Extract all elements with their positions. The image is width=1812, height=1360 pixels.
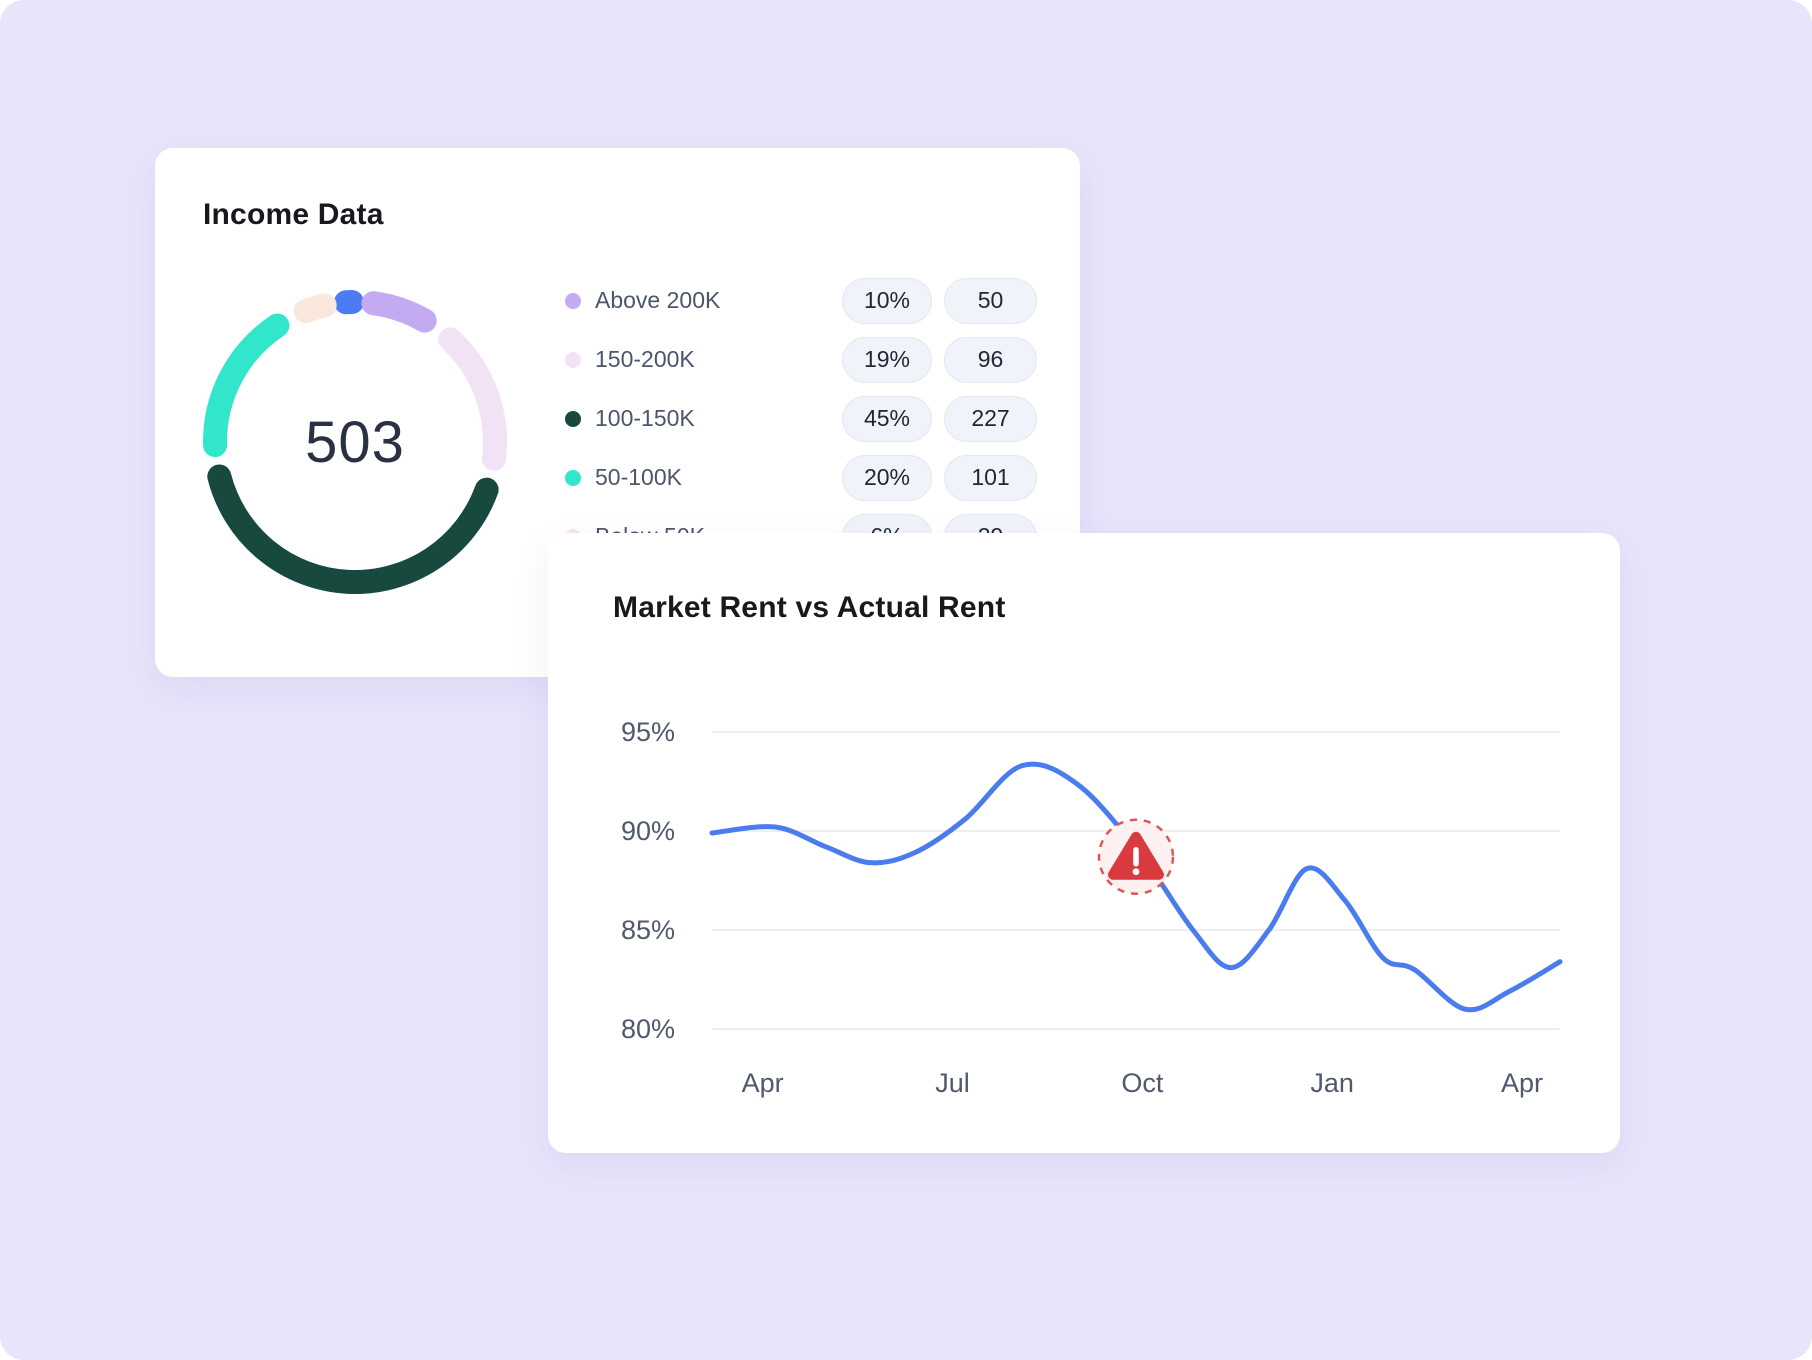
count-badge: 96 <box>944 336 1037 383</box>
percent-badge: 10% <box>842 277 932 324</box>
donut-segment-100-150k <box>207 464 499 594</box>
donut-total-value: 503 <box>305 409 405 475</box>
legend-row: 150-200K 19% 96 <box>565 330 1037 389</box>
income-donut-chart: 503 <box>203 290 507 594</box>
percent-badge: 45% <box>842 395 932 442</box>
market-rent-card: Market Rent vs Actual Rent 95% 90% 85% 80% A… <box>548 533 1620 1153</box>
count-badge: 101 <box>944 454 1037 501</box>
x-axis-label-apr-0: Apr <box>742 1068 784 1098</box>
y-axis-label-85: 85% <box>621 915 675 945</box>
legend-label: 50-100K <box>595 464 682 490</box>
legend-label: 150-200K <box>595 346 695 372</box>
legend-color-dot <box>565 351 581 368</box>
donut-segment-above-200k <box>361 291 437 333</box>
rent-trend-line <box>709 761 1563 1013</box>
legend-row: 100-150K 45% 227 <box>565 389 1037 448</box>
warning-exclamation-dot <box>1132 868 1140 876</box>
x-axis-label-jan-3: Jan <box>1310 1068 1354 1098</box>
y-axis-label-80: 80% <box>621 1014 675 1044</box>
count-badge: 227 <box>944 395 1037 442</box>
count-badge: 50 <box>944 277 1037 324</box>
x-axis-label-apr-4: Apr <box>1501 1068 1543 1098</box>
income-legend: Above 200K 10% 50 150-200K 19% 96 100-15… <box>565 271 1037 566</box>
income-data-card: Income Data 503 Above 200K 10% 50 150-20… <box>155 148 1080 677</box>
percent-badge: 19% <box>842 336 932 383</box>
alert-marker[interactable] <box>1097 818 1175 895</box>
legend-label: 100-150K <box>595 405 695 431</box>
donut-segments <box>203 290 507 594</box>
x-axis-label-oct-2: Oct <box>1121 1068 1164 1098</box>
legend-row: Above 200K 10% 50 <box>565 271 1037 330</box>
legend-color-dot <box>565 292 581 309</box>
legend-color-dot <box>565 410 581 427</box>
legend-color-dot <box>565 469 581 486</box>
y-axis-label-90: 90% <box>621 816 675 846</box>
percent-badge: 20% <box>842 454 932 501</box>
donut-segment-below-50k <box>293 293 337 324</box>
donut-segment-50-100k <box>203 313 290 458</box>
legend-label: Above 200K <box>595 287 721 313</box>
rent-card-title: Market Rent vs Actual Rent <box>613 591 1006 624</box>
income-card-title: Income Data <box>203 198 384 231</box>
legend-row: 50-100K 20% 101 <box>565 448 1037 507</box>
donut-segment-150-200k <box>438 327 507 471</box>
x-axis-label-jul-1: Jul <box>935 1068 970 1098</box>
y-axis-label-95: 95% <box>621 717 675 747</box>
rent-line-chart: 95% 90% 85% 80% Apr Jul Oct Jan Apr <box>621 717 1563 1098</box>
